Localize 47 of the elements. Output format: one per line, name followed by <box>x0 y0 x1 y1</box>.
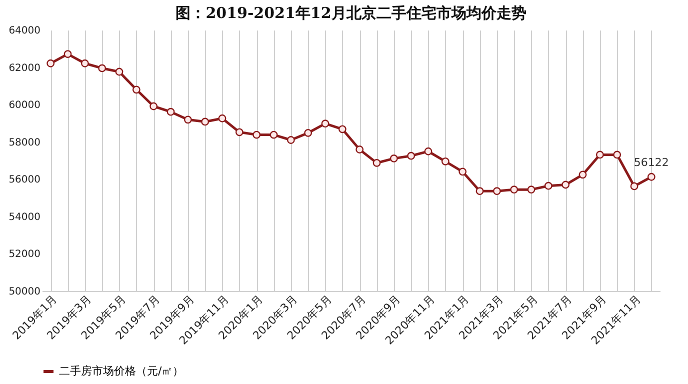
point <box>407 152 416 160</box>
y-tick-label: 56000 <box>8 174 40 186</box>
point <box>544 182 552 190</box>
point <box>235 128 244 136</box>
point <box>218 114 226 122</box>
y-tick-label: 60000 <box>8 100 40 112</box>
point <box>527 186 536 194</box>
y-tick-label: 50000 <box>8 286 40 298</box>
point <box>510 186 518 194</box>
point <box>150 102 158 110</box>
y-tick-label: 62000 <box>8 62 40 74</box>
point <box>647 172 656 181</box>
point <box>270 130 278 139</box>
point <box>613 150 622 159</box>
point <box>184 116 192 124</box>
point <box>46 59 55 68</box>
data-label: 56122 <box>634 156 669 169</box>
point <box>492 187 501 196</box>
y-tick-label: 54000 <box>8 212 40 223</box>
y-tick-label: 58000 <box>8 137 40 148</box>
point <box>98 64 106 72</box>
point <box>578 170 587 179</box>
point <box>372 158 381 167</box>
point <box>630 182 638 190</box>
point <box>476 187 484 196</box>
point <box>424 147 432 156</box>
point <box>64 50 72 58</box>
point <box>338 125 346 134</box>
point <box>304 128 312 137</box>
point <box>252 130 261 139</box>
point <box>132 86 140 94</box>
point <box>80 59 89 68</box>
point <box>286 136 295 144</box>
y-tick-label: 52000 <box>8 249 40 260</box>
point <box>441 157 450 166</box>
legend-label: 二手房市场价格（元/㎡） <box>59 364 184 378</box>
point <box>458 168 467 176</box>
point <box>390 154 398 162</box>
point <box>596 150 604 159</box>
chart-title: 图：2019-2021年12月北京二手住宅市场均价走势 <box>176 4 526 22</box>
point <box>321 120 330 128</box>
point <box>356 146 364 154</box>
point <box>201 118 210 126</box>
point <box>166 108 175 116</box>
point <box>562 180 570 189</box>
y-tick-label: 64000 <box>8 26 40 36</box>
point <box>115 68 124 76</box>
